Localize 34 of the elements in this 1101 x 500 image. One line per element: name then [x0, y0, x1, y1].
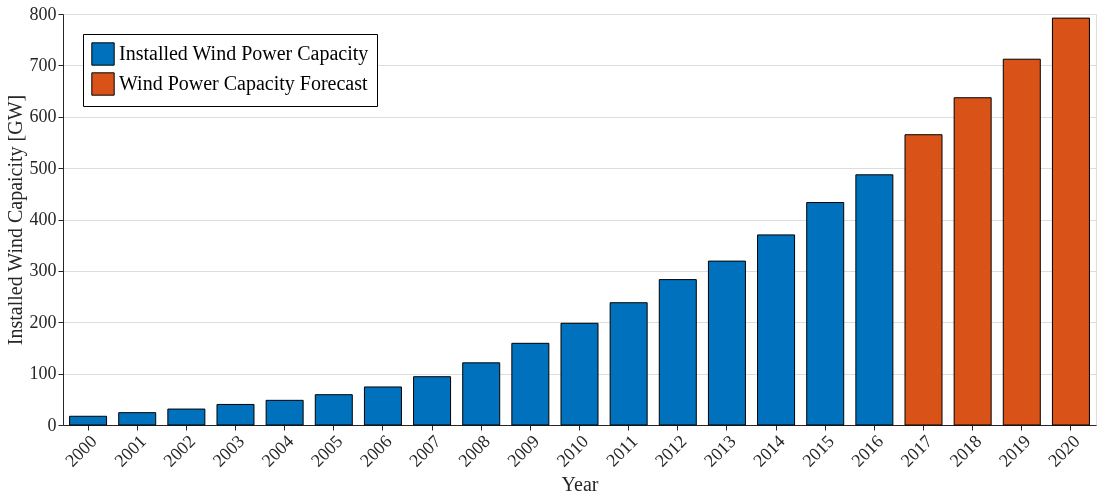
bar [413, 376, 452, 426]
bar [69, 415, 108, 426]
y-axis-title: Installed Wind Capaicity [GW] [3, 94, 27, 346]
bar [658, 279, 697, 426]
bar [609, 302, 648, 426]
bar [806, 202, 845, 426]
y-tick-label: 500 [29, 157, 57, 178]
y-tick-label: 200 [29, 311, 57, 332]
bar [314, 394, 353, 426]
x-axis-title: Year [561, 472, 599, 495]
bar [462, 362, 501, 426]
bar [1051, 17, 1090, 426]
y-tick-label: 300 [29, 260, 57, 281]
legend-label: Wind Power Capacity Forecast [119, 72, 369, 95]
bar [757, 234, 796, 426]
bar [216, 403, 255, 426]
y-tick-label: 800 [29, 3, 57, 24]
bar [953, 97, 992, 426]
bar [363, 386, 402, 426]
y-tick-label: 100 [29, 363, 57, 384]
bar [1002, 58, 1041, 426]
y-tick-label: 600 [29, 106, 57, 127]
bar [118, 412, 157, 426]
bar [167, 408, 206, 426]
bar [855, 174, 894, 426]
y-tick-label: 700 [29, 54, 57, 75]
bar [904, 134, 943, 426]
y-tick-label: 400 [29, 209, 57, 229]
bar [511, 342, 550, 426]
bar [560, 322, 599, 426]
bar [265, 399, 304, 426]
bar [707, 260, 746, 426]
legend-label: Installed Wind Power Capacity [119, 42, 369, 65]
y-tick-label: 0 [47, 414, 57, 435]
